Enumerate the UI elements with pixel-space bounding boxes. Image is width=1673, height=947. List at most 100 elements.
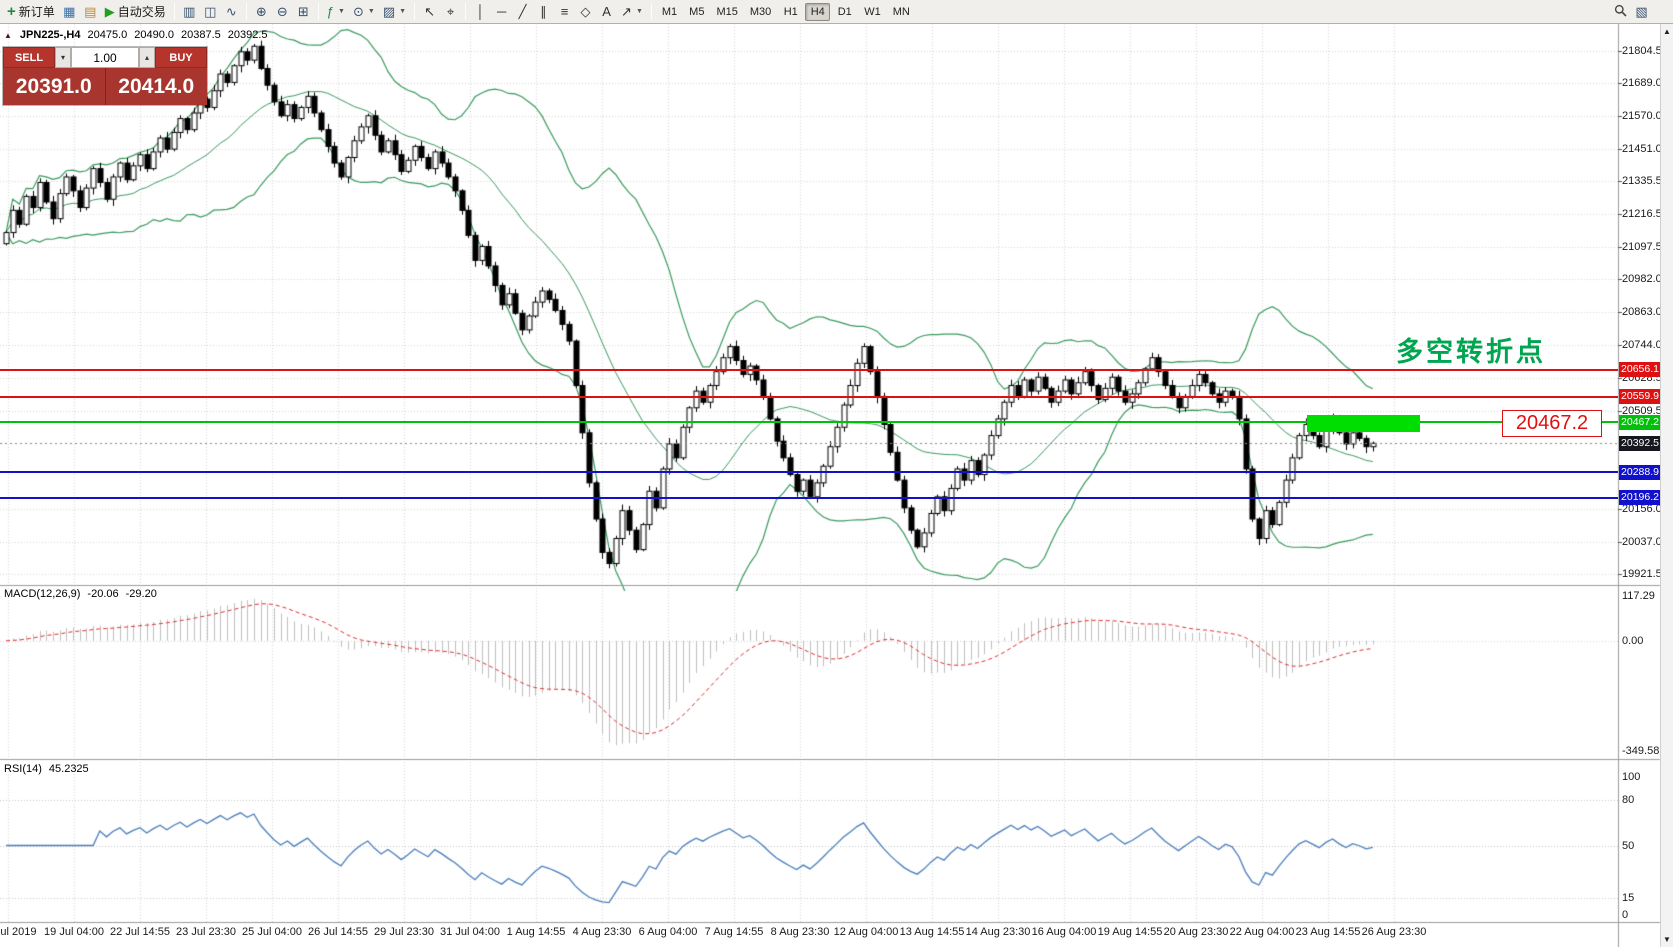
zoom-out-button[interactable]: ⊖ (272, 1, 293, 22)
price-axis-label: 21570.0 (1622, 109, 1662, 122)
main-toolbar: + 新订单 ▦ ▤ ▶ 自动交易 ▥ ◫ ∿ ⊕ ⊖ ⊞ ƒ ▼ ⊙ ▼ ▨ ▼ ↖ ⌖ │ ─ ╱ ∥ ≡ ◇ A ↗ ▼ M1 M5 M1… (0, 0, 1673, 24)
time-axis-label: 20 Aug 23:30 (1163, 926, 1229, 938)
vertical-scrollbar[interactable]: ▲ ▼ (1660, 24, 1673, 947)
time-axis-label: 22 Jul 14:55 (110, 926, 170, 938)
time-axis-label: 25 Jul 04:00 (242, 926, 302, 938)
price-line-badge: 20288.9 (1619, 464, 1661, 480)
trendline-button[interactable]: ╱ (512, 1, 533, 22)
fibonacci-button[interactable]: ≡ (554, 1, 575, 22)
timeframe-m30-button[interactable]: M30 (749, 5, 772, 18)
line-chart-icon: ∿ (225, 4, 237, 19)
volume-decrease-button[interactable]: ▾ (55, 47, 71, 68)
macd-axis-label: 117.29 (1622, 590, 1655, 602)
timeframe-w1-button[interactable]: W1 (864, 5, 881, 18)
current-price-badge: 20392.5 (1619, 435, 1661, 451)
scroll-up-icon[interactable]: ▲ (1663, 27, 1671, 36)
time-axis-label: 19 Jul 04:00 (44, 926, 104, 938)
horizontal-line-object[interactable] (0, 471, 1618, 474)
timeframe-d1-button[interactable]: D1 (837, 5, 852, 18)
search-icon (1614, 4, 1627, 19)
periods-icon: ⊙ (352, 4, 364, 19)
bar-chart-icon: ▥ (183, 4, 196, 19)
arrow-objects-icon: ↗ (621, 4, 632, 19)
channel-button[interactable]: ∥ (533, 1, 554, 22)
autotrade-icon: ▶ (104, 4, 115, 19)
horizontal-line-button[interactable]: ─ (491, 1, 512, 22)
price-callout-label[interactable]: 20467.2 (1502, 410, 1602, 437)
autotrade-button[interactable]: ▶ 自动交易 (101, 1, 170, 22)
price-line-badge: 20196.2 (1619, 490, 1661, 506)
annotation-text-object[interactable]: 多空转折点 (1396, 337, 1546, 367)
buy-price-button[interactable]: 20414.0 (118, 74, 195, 98)
horizontal-line-object[interactable] (0, 395, 1618, 398)
price-line-badge: 20656.1 (1619, 362, 1661, 378)
scroll-down-icon[interactable]: ▼ (1663, 935, 1671, 944)
time-axis-label: 7 Aug 14:55 (704, 926, 764, 938)
macd-axis-label: 0.00 (1622, 634, 1644, 647)
line-chart-button[interactable]: ∿ (221, 1, 242, 22)
templates-button[interactable]: ▨ ▼ (379, 1, 410, 22)
templates-icon: ▨ (382, 4, 396, 19)
search-button[interactable] (1610, 1, 1631, 22)
timeframe-mn-button[interactable]: MN (892, 5, 910, 18)
macd-axis-label: -349.58 (1622, 745, 1660, 757)
volume-input[interactable] (71, 47, 139, 68)
time-axis-label: 4 Aug 23:30 (572, 926, 632, 938)
indicators-button[interactable]: ƒ ▼ (323, 1, 349, 22)
candlestick-chart-button[interactable]: ◫ (200, 1, 221, 22)
cursor-icon: ↖ (424, 4, 435, 19)
crosshair-button[interactable]: ⌖ (440, 1, 461, 22)
highlight-rectangle-object[interactable] (1307, 415, 1420, 432)
macd-indicator-label: MACD(12,26,9) -20.06 -29.20 (4, 588, 157, 600)
toolbar-separator (650, 3, 652, 20)
timeframe-m15-button[interactable]: M15 (716, 5, 738, 18)
chevron-up-icon: ▴ (144, 53, 149, 62)
layout-button[interactable]: ▧ (1631, 1, 1652, 22)
chart-window-button[interactable]: ▦ (59, 1, 80, 22)
text-label-button[interactable]: A (596, 1, 617, 22)
rsi-axis-label: 50 (1622, 839, 1635, 852)
trade-panel-prices: 20391.0 20414.0 (3, 68, 207, 105)
arrow-objects-button[interactable]: ↗ ▼ (617, 1, 647, 22)
fibonacci-icon: ≡ (560, 4, 569, 19)
ohlc-low: 20387.5 (181, 29, 221, 41)
cursor-button[interactable]: ↖ (419, 1, 440, 22)
timeframe-h1-button[interactable]: H1 (783, 5, 798, 18)
zoom-out-icon: ⊖ (276, 4, 288, 19)
time-axis-label: 1 Aug 14:55 (506, 926, 566, 938)
time-axis-label: 26 Aug 23:30 (1361, 926, 1427, 938)
buy-button[interactable]: BUY (155, 47, 207, 68)
periods-button[interactable]: ⊙ ▼ (349, 1, 379, 22)
timeframe-h4-button[interactable]: H4 (805, 2, 831, 21)
price-axis-label: 21451.0 (1622, 142, 1662, 155)
volume-increase-button[interactable]: ▴ (139, 47, 155, 68)
rsi-axis-label: 80 (1622, 794, 1635, 807)
horizontal-line-object[interactable] (0, 496, 1618, 499)
horizontal-line-object[interactable] (0, 421, 1618, 424)
profiles-icon: ▤ (84, 4, 97, 19)
timeframe-m5-button[interactable]: M5 (689, 5, 705, 18)
bar-chart-button[interactable]: ▥ (179, 1, 200, 22)
profiles-button[interactable]: ▤ (80, 1, 101, 22)
crosshair-icon: ⌖ (446, 4, 455, 19)
shapes-button[interactable]: ◇ (575, 1, 596, 22)
new-order-button[interactable]: + 新订单 (3, 1, 59, 22)
rsi-axis-label: 0 (1622, 909, 1629, 921)
toolbar-separator (414, 3, 416, 20)
layout-icon: ▧ (1635, 4, 1648, 19)
sell-price-button[interactable]: 20391.0 (3, 68, 106, 105)
time-axis-label: 23 Jul 23:30 (176, 926, 236, 938)
chevron-down-icon: ▼ (399, 8, 407, 15)
timeframe-m1-button[interactable]: M1 (661, 5, 678, 18)
vertical-line-button[interactable]: │ (470, 1, 491, 22)
toolbar-right-group: ▧ (1610, 1, 1652, 22)
horizontal-line-object[interactable] (0, 368, 1618, 371)
ohlc-close: 20392.5 (227, 29, 268, 41)
price-axis-label: 21097.5 (1622, 241, 1662, 254)
tile-windows-button[interactable]: ⊞ (293, 1, 314, 22)
one-click-collapse-icon[interactable]: ▲ (4, 30, 12, 40)
sell-button[interactable]: SELL (3, 47, 55, 68)
price-axis-label: 21689.0 (1622, 76, 1662, 89)
zoom-in-button[interactable]: ⊕ (251, 1, 272, 22)
